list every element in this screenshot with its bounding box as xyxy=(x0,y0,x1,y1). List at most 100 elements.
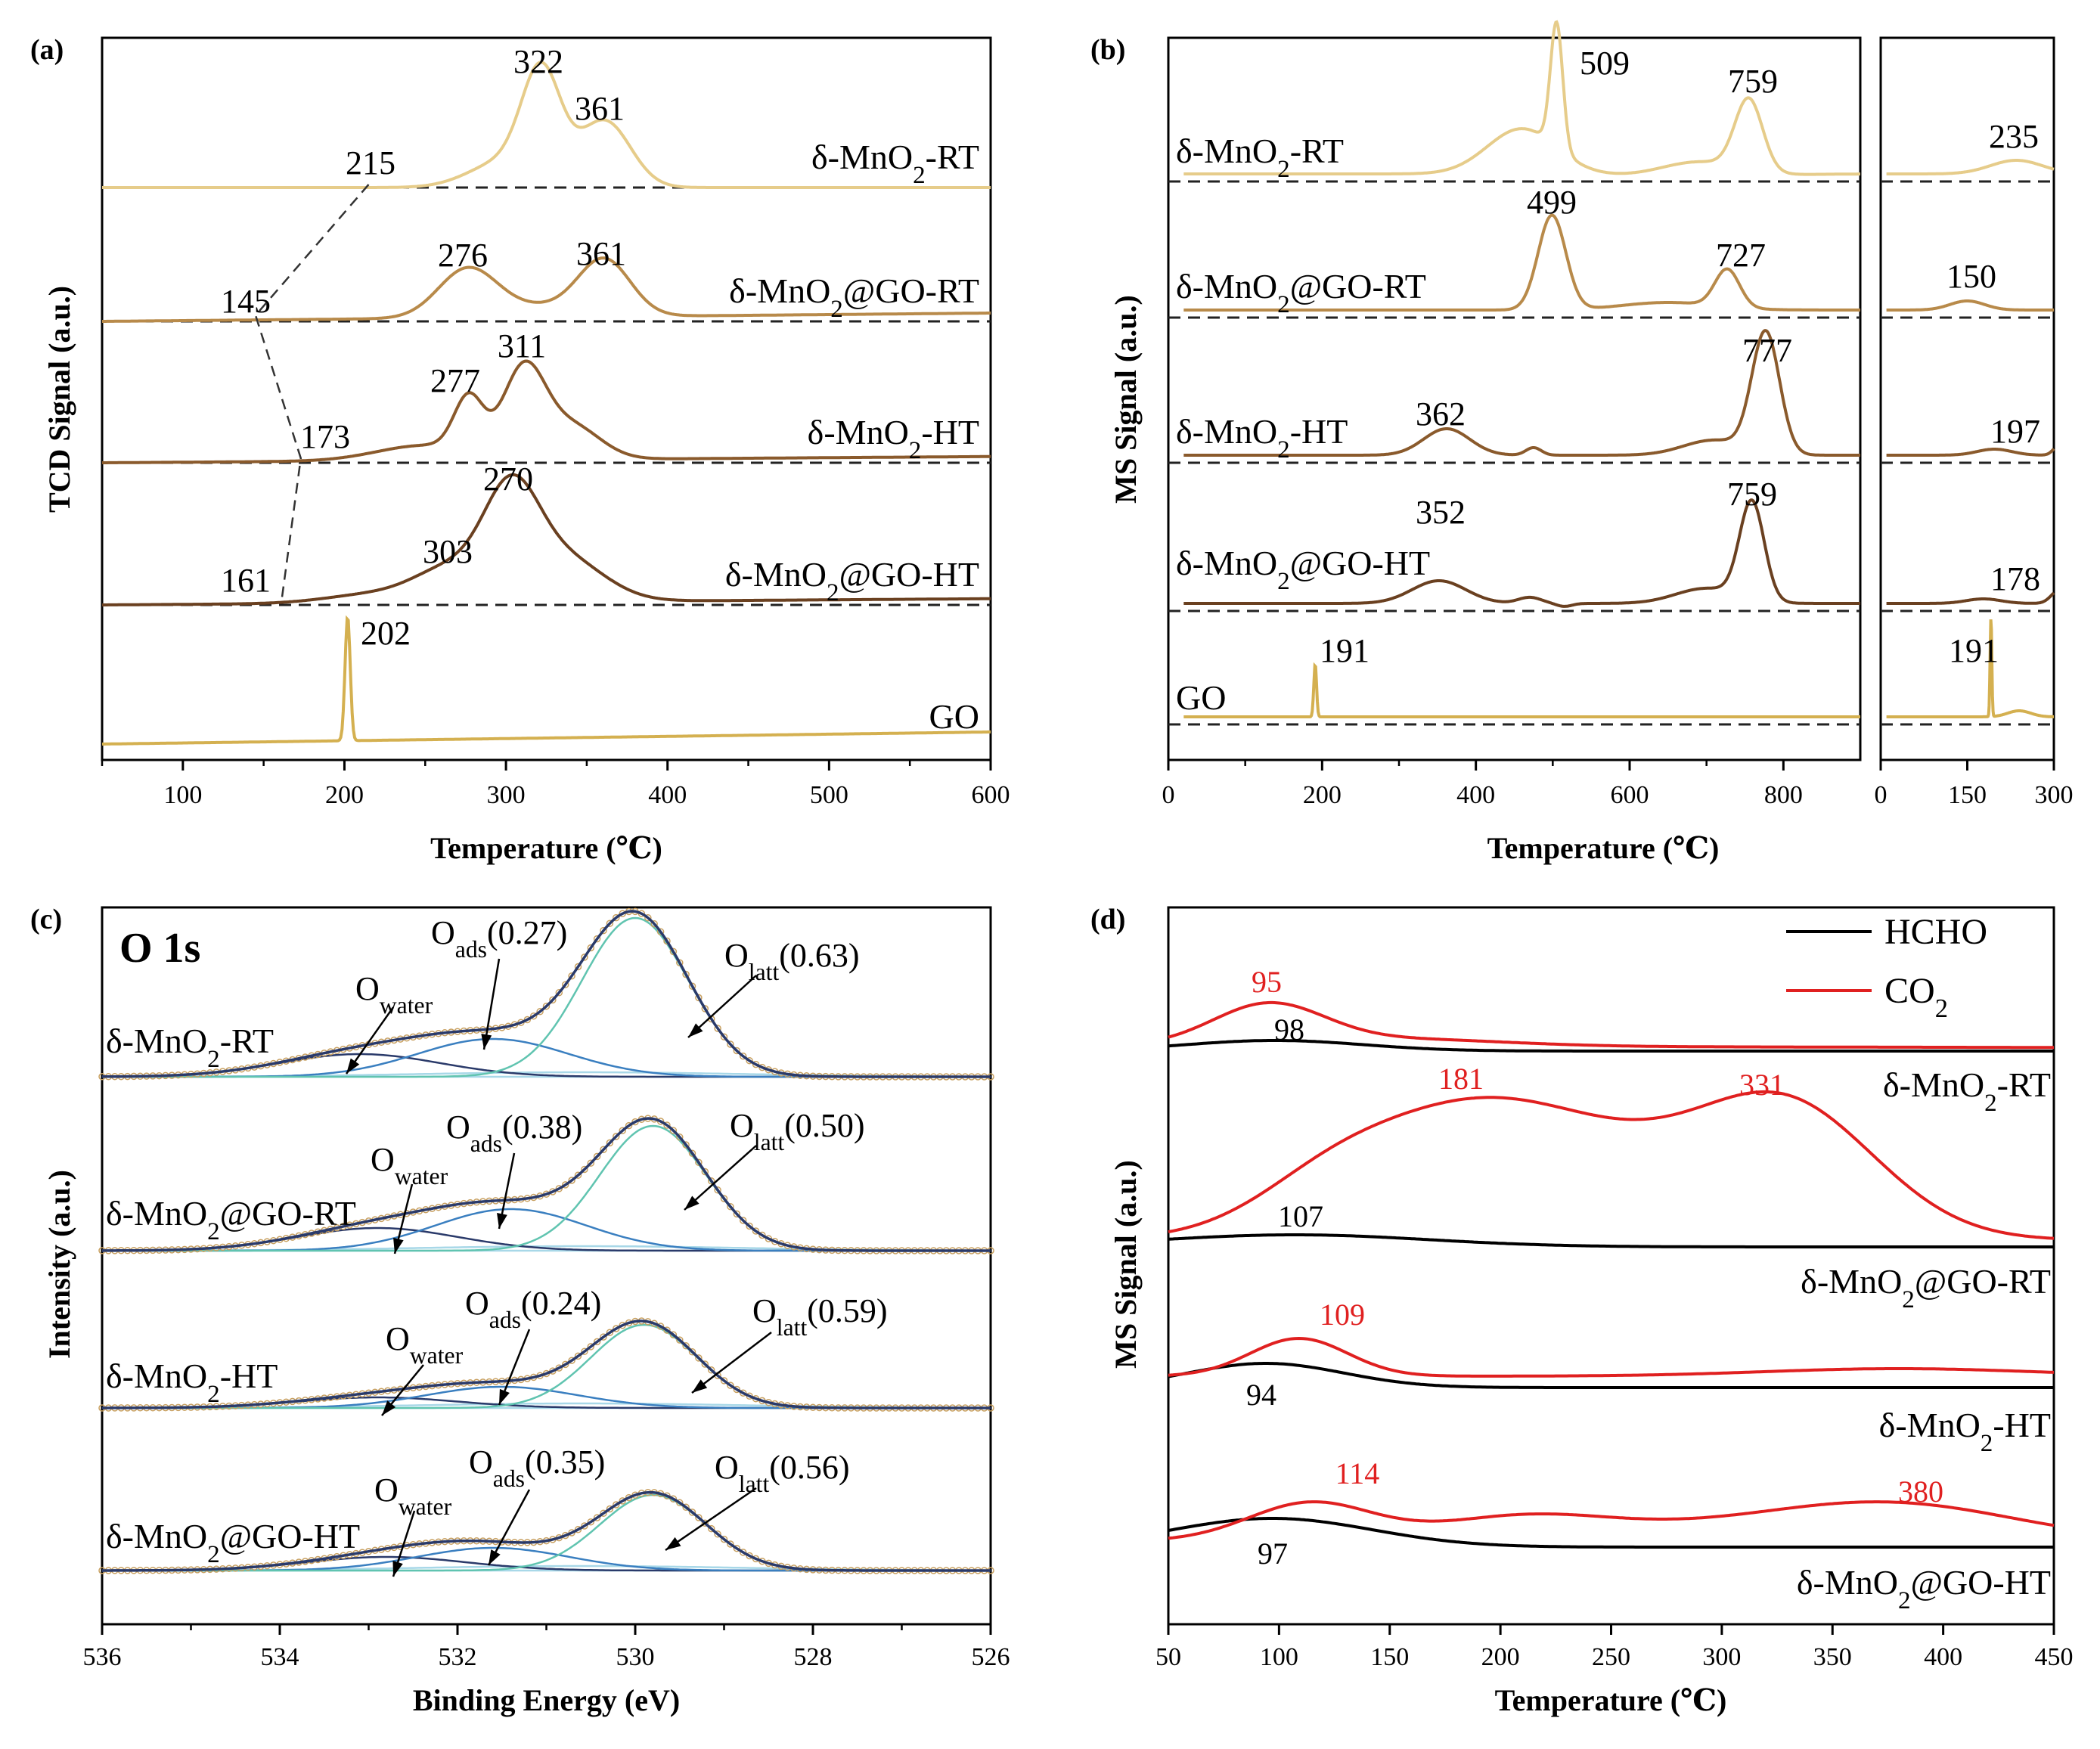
panel-c-data-point xyxy=(682,1503,690,1512)
panel-c-owater-label: Owater xyxy=(371,1141,448,1189)
panel-a-x-tick-label: 600 xyxy=(972,781,1010,809)
panel-d-hcho-peak-label: 98 xyxy=(1274,1012,1304,1047)
panel-c-data-point xyxy=(600,926,607,935)
panel-c-data-point xyxy=(581,1347,588,1356)
panel-d-co2-peak-label: 380 xyxy=(1898,1475,1943,1509)
panel-a-ylabel: TCD Signal (a.u.) xyxy=(42,286,76,513)
panel-c-olatt-arrow-head xyxy=(665,1537,681,1550)
panel-d-hcho-peak-label: 94 xyxy=(1246,1378,1276,1412)
panel-c-data-point xyxy=(606,919,614,927)
panel-c-data-point xyxy=(720,1377,728,1385)
panel-c-data-point xyxy=(644,913,652,922)
panel-c-data-point xyxy=(663,1326,671,1334)
panel-a-series-line xyxy=(102,256,991,323)
panel-d-series-label: δ-MnO2-RT xyxy=(1883,1065,2051,1117)
panel-c-data-point xyxy=(707,1524,715,1533)
panel-c-data-point xyxy=(746,1056,753,1065)
panel-c-x-tick-label: 534 xyxy=(261,1643,299,1671)
panel-d-x-tick-label: 350 xyxy=(1813,1643,1852,1671)
panel-c-data-point xyxy=(695,1514,703,1521)
panel-a-peak-label: 303 xyxy=(423,533,473,570)
panel-c-data-point xyxy=(600,1146,607,1154)
panel-b-peak-label: 759 xyxy=(1728,63,1778,100)
panel-c-data-point xyxy=(587,1518,595,1526)
panel-c-data-point xyxy=(733,1210,741,1218)
panel-b-series-line xyxy=(1183,662,1860,718)
panel-c-data-point xyxy=(536,1008,544,1016)
panel-c-data-point xyxy=(555,1185,563,1192)
panel-b-x-tick-label: 600 xyxy=(1611,781,1649,809)
panel-c-data-point xyxy=(682,1342,690,1350)
panel-a-series-label: δ-MnO2-RT xyxy=(811,138,979,189)
panel-a-series-line xyxy=(102,359,991,464)
panel-d-hcho-peak-label: 97 xyxy=(1258,1537,1288,1571)
panel-a-peak-label: 311 xyxy=(498,327,546,364)
panel-b-peak-label: 727 xyxy=(1716,237,1766,274)
panel-c-data-point xyxy=(695,1158,703,1166)
panel-c-olatt-label: Olatt(0.56) xyxy=(715,1449,850,1497)
panel-d-hcho-line xyxy=(1168,1517,2054,1549)
panel-b-inset-peak-label: 197 xyxy=(1990,413,2040,450)
panel-b-peak-label: 777 xyxy=(1742,332,1792,369)
panel-a-onset-label: 215 xyxy=(346,144,395,181)
panel-c-data-point xyxy=(581,1165,588,1174)
panel-c-data-point xyxy=(714,1186,721,1194)
panel-c-data-point xyxy=(581,954,588,961)
panel-c-data-point xyxy=(707,1366,715,1374)
panel-a-peak-label: 361 xyxy=(576,235,626,272)
panel-c-data-point xyxy=(688,1149,696,1158)
panel-d-xlabel: Temperature (℃) xyxy=(1495,1683,1727,1717)
panel-c-data-point xyxy=(619,1127,626,1134)
panel-c-owater-arrow-head xyxy=(346,1058,360,1074)
panel-c-fit-envelope xyxy=(102,1490,991,1572)
panel-b-peak-label: 509 xyxy=(1580,45,1630,82)
panel-a-onset-trend xyxy=(254,184,370,603)
panel-c-oads-label: Oads(0.38) xyxy=(446,1109,582,1157)
panel-c-olatt-label: Olatt(0.59) xyxy=(752,1292,888,1341)
panel-c-data-point xyxy=(549,996,557,1004)
panel-c-olatt-arrow xyxy=(665,1487,757,1552)
panel-a-series-label: δ-MnO2-HT xyxy=(808,413,979,464)
panel-c-data-point xyxy=(619,1497,626,1505)
panel-c-data-point xyxy=(555,989,563,997)
panel-c-data-point xyxy=(561,1181,569,1189)
panel-d-legend-hcho-label: HCHO xyxy=(1884,912,1987,952)
panel-c-data-point xyxy=(714,1530,721,1538)
panel-d-ylabel: MS Signal (a.u.) xyxy=(1109,1160,1143,1369)
panel-d: (d) MS Signal (a.u.) Temperature (℃) 50 100 1… xyxy=(1090,904,2074,1717)
panel-b-inset-line xyxy=(1886,591,2055,605)
panel-c-x-tick-label: 526 xyxy=(972,1643,1010,1671)
panel-b-inset-line xyxy=(1886,299,2054,312)
panel-a-peak-label: 202 xyxy=(361,615,411,652)
panel-b-inset-peak-label: 235 xyxy=(1989,118,2039,155)
panel-b-series-line xyxy=(1183,498,1860,608)
panel-c-data-point xyxy=(733,1385,741,1394)
panel-c-data-point xyxy=(739,1389,747,1397)
panel-c-data-point xyxy=(695,994,703,1002)
panel-a-peak-label: 322 xyxy=(513,43,563,80)
panel-a-series-label: GO xyxy=(929,697,979,736)
panel-c-data-point xyxy=(606,1139,614,1147)
panel-b-peak-label: 362 xyxy=(1416,395,1466,433)
panel-c-data-point xyxy=(752,1060,760,1068)
panel-d-co2-peak-label: 114 xyxy=(1335,1456,1380,1490)
panel-c-data-point xyxy=(758,1231,766,1239)
panel-c-fit-envelope xyxy=(102,910,991,1078)
panel-c-oads-arrow-head xyxy=(499,1388,510,1405)
panel-c-olatt-arrow-head xyxy=(688,1023,703,1037)
panel-a-peak-label: 270 xyxy=(483,461,533,498)
panel-c-series-label: δ-MnO2-HT xyxy=(106,1357,278,1408)
panel-c-olatt-arrow xyxy=(684,1145,757,1211)
panel-d-co2-peak-label: 331 xyxy=(1739,1068,1785,1102)
panel-a-x-tick-label: 200 xyxy=(325,781,364,809)
panel-c-data-point xyxy=(561,981,569,988)
panel-b-series-line xyxy=(1183,213,1860,312)
panel-c-data-point xyxy=(669,1495,678,1502)
panel-a-x-tick-label: 300 xyxy=(487,781,526,809)
panel-c-oads-arrow-head xyxy=(481,1034,492,1050)
panel-c-xlabel: Binding Energy (eV) xyxy=(413,1683,680,1717)
panel-c-data-point xyxy=(669,1331,678,1338)
panel-c-data-point xyxy=(746,1222,753,1230)
panel-a-onset-label: 161 xyxy=(221,562,271,599)
